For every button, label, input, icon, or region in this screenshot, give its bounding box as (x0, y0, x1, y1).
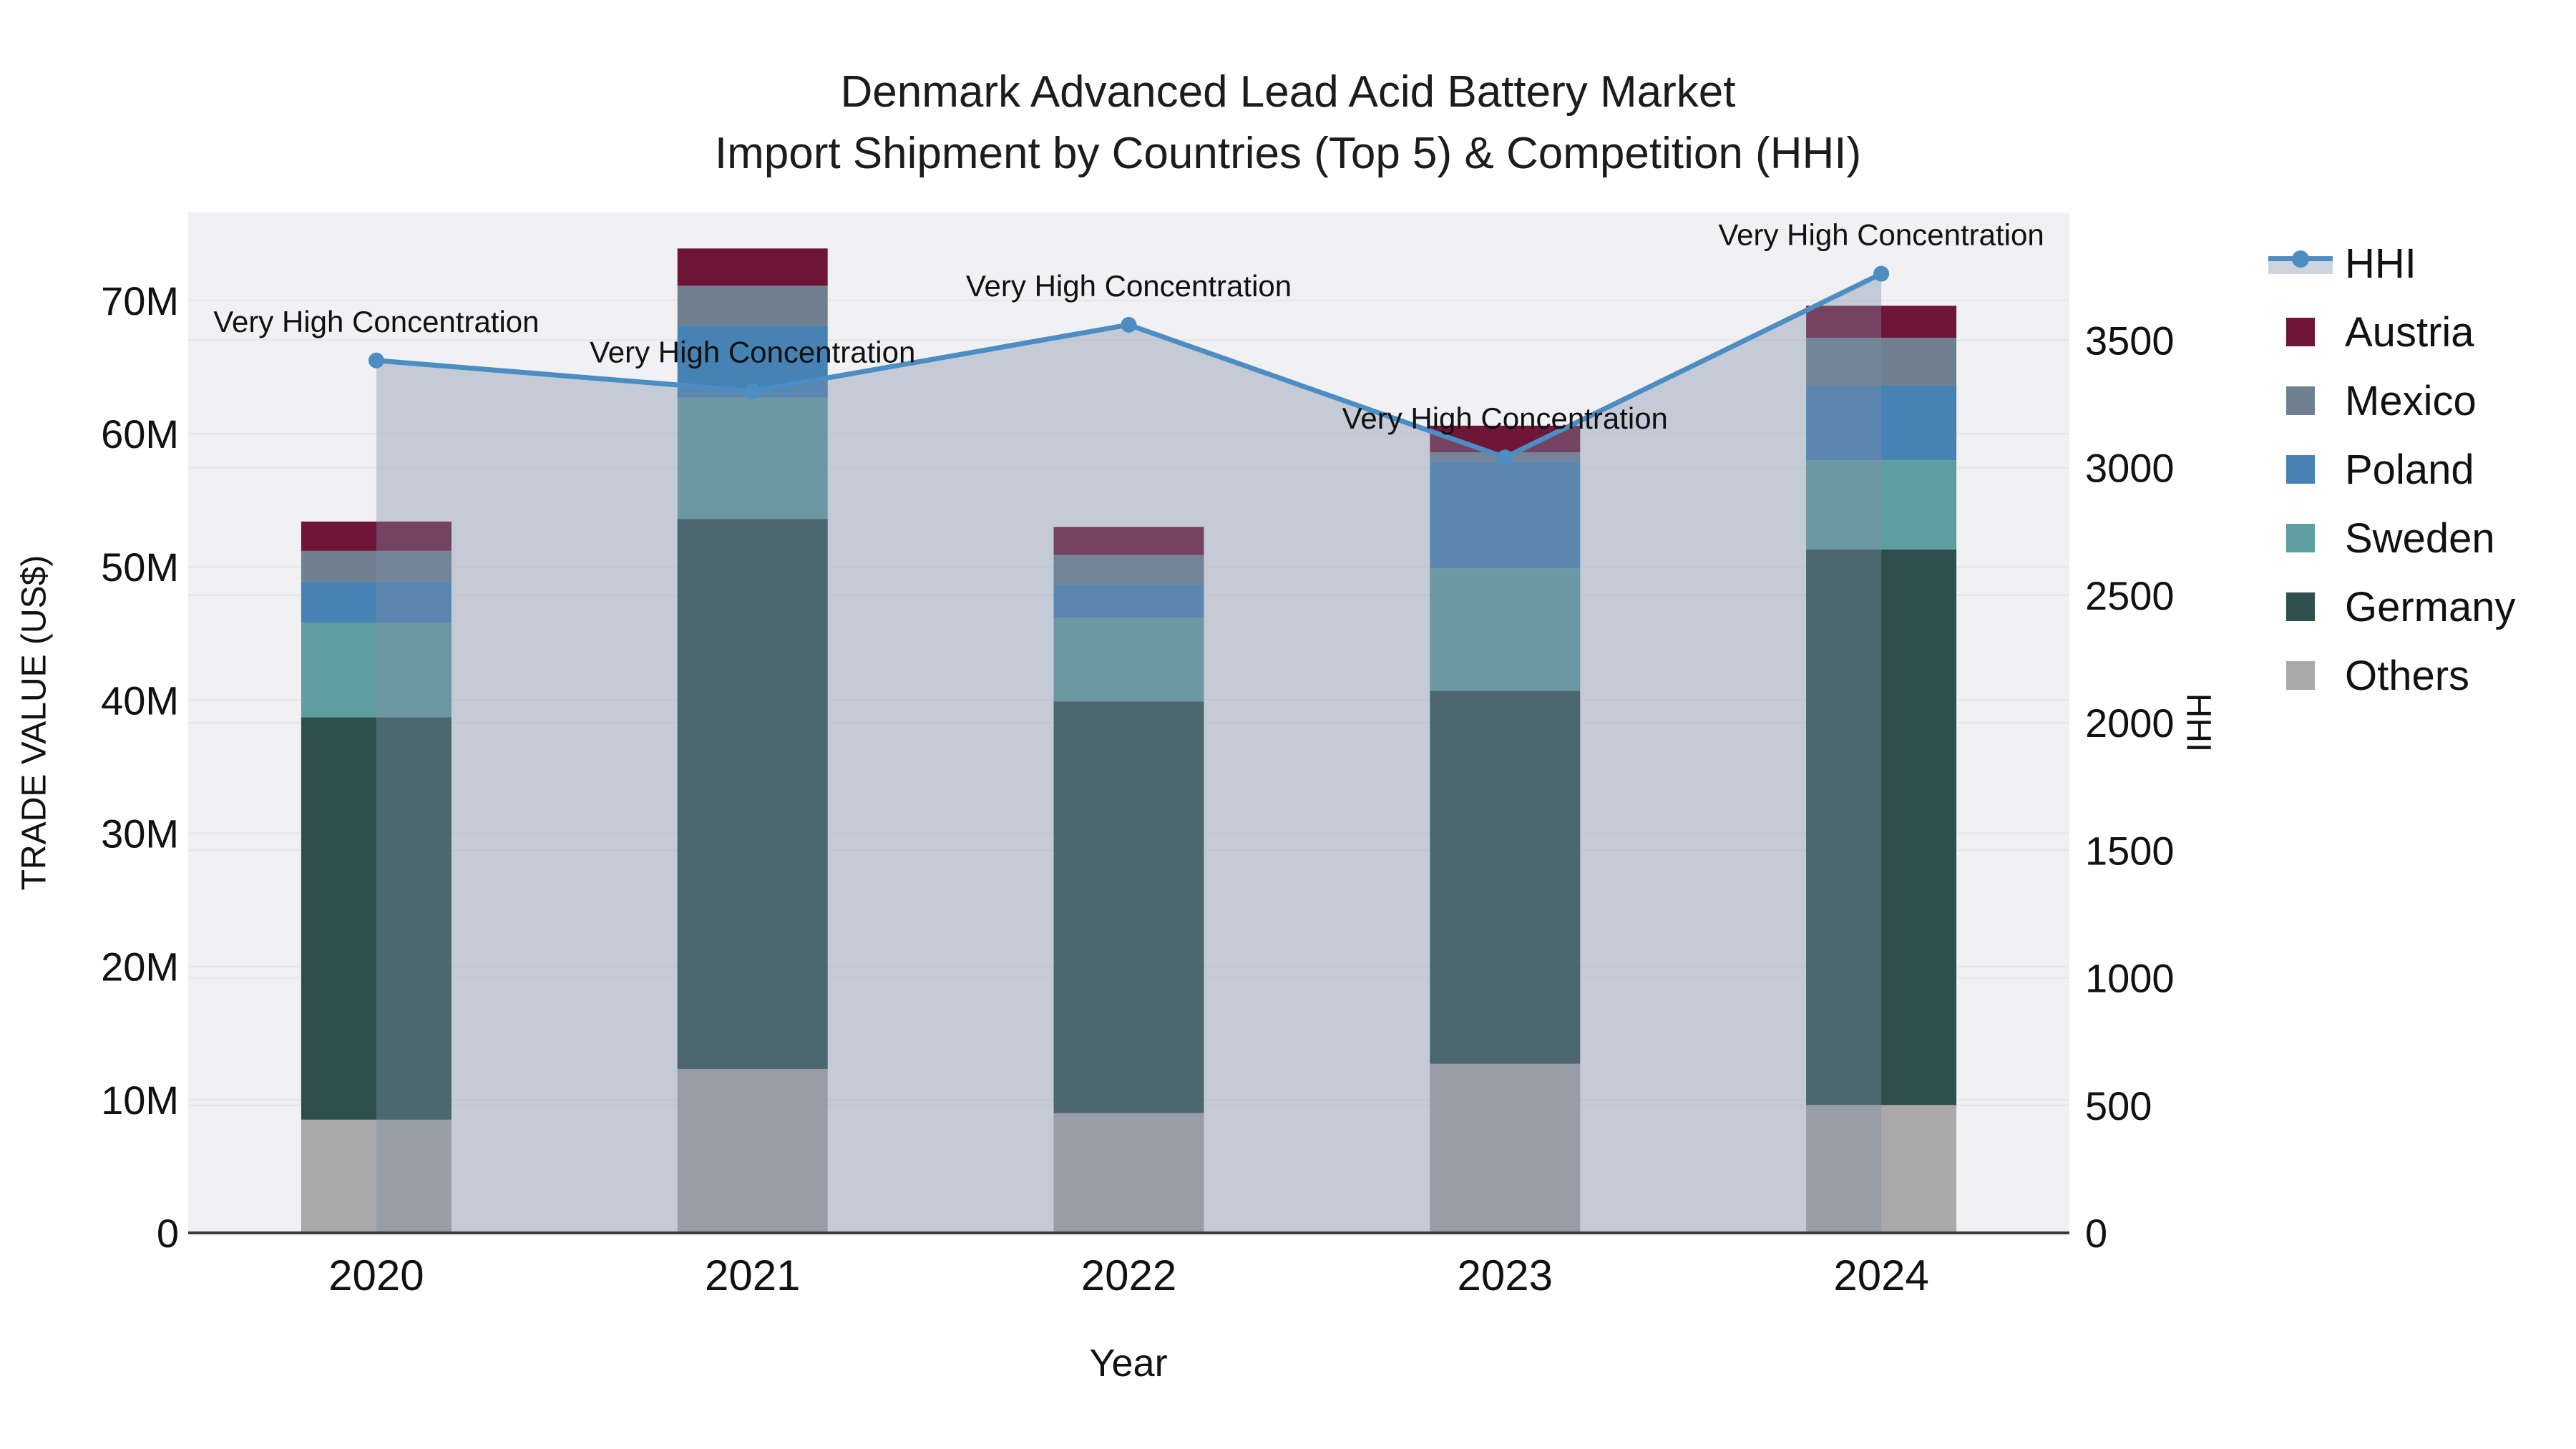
y-left-tick-40M: 40M (101, 678, 179, 723)
y-axis-title-right: HHI (2179, 693, 2218, 753)
annotation-2020: Very High Concentration (213, 305, 539, 338)
y-left-tick-10M: 10M (101, 1078, 179, 1123)
hhi-marker-2022[interactable] (1121, 316, 1137, 333)
bar-segment-austria-2021[interactable] (677, 248, 828, 286)
legend-swatch-icon-mexico (2286, 386, 2315, 415)
bar-segment-germany-2024[interactable] (1806, 549, 1957, 1106)
bar-segment-germany-2020[interactable] (301, 717, 452, 1120)
hhi-area-line-swatch-icon (2268, 250, 2333, 274)
chart-title-line1: Denmark Advanced Lead Acid Battery Marke… (840, 67, 1736, 117)
bar-segment-austria-2022[interactable] (1053, 527, 1204, 555)
bar-segment-mexico-2022[interactable] (1053, 555, 1204, 585)
bar-segment-others-2022[interactable] (1053, 1113, 1204, 1233)
bar-segment-poland-2022[interactable] (1053, 584, 1204, 618)
legend-item-sweden[interactable]: Sweden (2268, 514, 2495, 562)
legend-swatch-icon-others (2286, 661, 2315, 690)
y-left-tick-20M: 20M (101, 945, 179, 990)
bar-segment-sweden-2023[interactable] (1430, 568, 1581, 691)
legend-swatch-icon-poland (2286, 455, 2315, 484)
legend-label-hhi: HHI (2345, 240, 2416, 287)
legend-label-others: Others (2345, 652, 2470, 699)
y-left-tick-0: 0 (157, 1211, 179, 1256)
bar-segment-others-2020[interactable] (301, 1119, 452, 1233)
bar-segment-germany-2022[interactable] (1053, 701, 1204, 1113)
x-tick-2024: 2024 (1833, 1252, 1928, 1299)
legend-item-austria[interactable]: Austria (2268, 308, 2474, 356)
y-left-tick-50M: 50M (101, 545, 179, 590)
y-right-tick-1000: 1000 (2085, 956, 2175, 1001)
x-tick-2020: 2020 (328, 1252, 424, 1299)
annotation-2023: Very High Concentration (1342, 401, 1668, 435)
y-right-tick-3000: 3000 (2085, 446, 2175, 491)
bar-segment-sweden-2020[interactable] (301, 623, 452, 718)
hhi-marker-2021[interactable] (744, 383, 761, 399)
legend-label-sweden: Sweden (2345, 514, 2495, 562)
x-tick-2022: 2022 (1081, 1252, 1176, 1299)
bar-segment-mexico-2021[interactable] (677, 286, 828, 326)
chart-title-line2: Import Shipment by Countries (Top 5) & C… (714, 129, 1862, 178)
y-axis-title-left: TRADE VALUE (US$) (15, 555, 54, 891)
bar-segment-poland-2020[interactable] (301, 581, 452, 623)
y-right-tick-500: 500 (2085, 1083, 2152, 1128)
hhi-marker-2023[interactable] (1497, 449, 1513, 466)
bar-segment-mexico-2020[interactable] (301, 550, 452, 582)
legend-swatch-icon-sweden (2286, 524, 2315, 552)
legend-swatch-icon-germany (2286, 592, 2315, 621)
bar-segment-others-2024[interactable] (1806, 1105, 1957, 1233)
y-left-tick-70M: 70M (101, 278, 179, 323)
bar-segment-sweden-2022[interactable] (1053, 617, 1204, 702)
legend-item-poland[interactable]: Poland (2268, 446, 2474, 493)
annotation-2024: Very High Concentration (1718, 218, 2044, 252)
x-axis-title: Year (1089, 1342, 1168, 1385)
annotation-2022: Very High Concentration (966, 269, 1292, 303)
y-right-tick-3500: 3500 (2085, 318, 2175, 363)
bar-segment-others-2021[interactable] (677, 1069, 828, 1233)
annotation-2021: Very High Concentration (590, 336, 915, 369)
y-left-tick-30M: 30M (101, 811, 179, 857)
legend-label-mexico: Mexico (2345, 377, 2477, 424)
bar-segment-mexico-2024[interactable] (1806, 337, 1957, 386)
bar-segment-austria-2020[interactable] (301, 521, 452, 551)
x-tick-2023: 2023 (1458, 1252, 1553, 1299)
bar-segment-austria-2024[interactable] (1806, 306, 1957, 338)
y-right-tick-2500: 2500 (2085, 573, 2175, 618)
y-right-tick-0: 0 (2085, 1211, 2107, 1256)
legend-item-hhi[interactable]: HHI (2268, 240, 2416, 287)
legend-item-mexico[interactable]: Mexico (2268, 377, 2477, 424)
bar-segment-sweden-2021[interactable] (677, 397, 828, 519)
bar-segment-others-2023[interactable] (1430, 1063, 1581, 1233)
bar-segment-poland-2024[interactable] (1806, 386, 1957, 461)
legend-item-others[interactable]: Others (2268, 652, 2470, 699)
y-right-tick-2000: 2000 (2085, 701, 2175, 746)
bar-segment-germany-2021[interactable] (677, 519, 828, 1070)
bar-segment-sweden-2024[interactable] (1806, 460, 1957, 550)
bar-segment-germany-2023[interactable] (1430, 691, 1581, 1064)
y-right-tick-1500: 1500 (2085, 828, 2175, 873)
legend-label-austria: Austria (2345, 308, 2474, 356)
y-left-tick-60M: 60M (101, 411, 179, 457)
hhi-marker-2024[interactable] (1873, 265, 1890, 282)
x-tick-2021: 2021 (705, 1252, 800, 1299)
hhi-marker-2020[interactable] (368, 352, 384, 369)
legend-label-germany: Germany (2345, 583, 2516, 630)
hhi-area-fill (376, 273, 1882, 1234)
legend-item-germany[interactable]: Germany (2268, 583, 2516, 630)
legend-label-poland: Poland (2345, 446, 2474, 493)
bar-segment-poland-2023[interactable] (1430, 462, 1581, 569)
legend-swatch-icon-austria (2286, 318, 2315, 346)
